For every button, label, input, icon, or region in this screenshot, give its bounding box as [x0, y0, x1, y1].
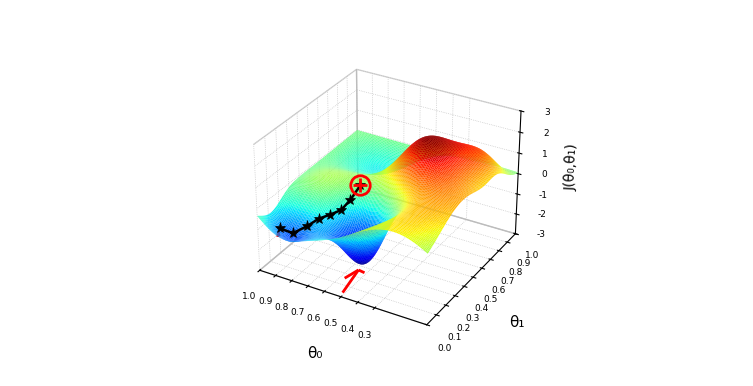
X-axis label: θ₀: θ₀ [307, 346, 322, 361]
Y-axis label: θ₁: θ₁ [509, 315, 524, 330]
